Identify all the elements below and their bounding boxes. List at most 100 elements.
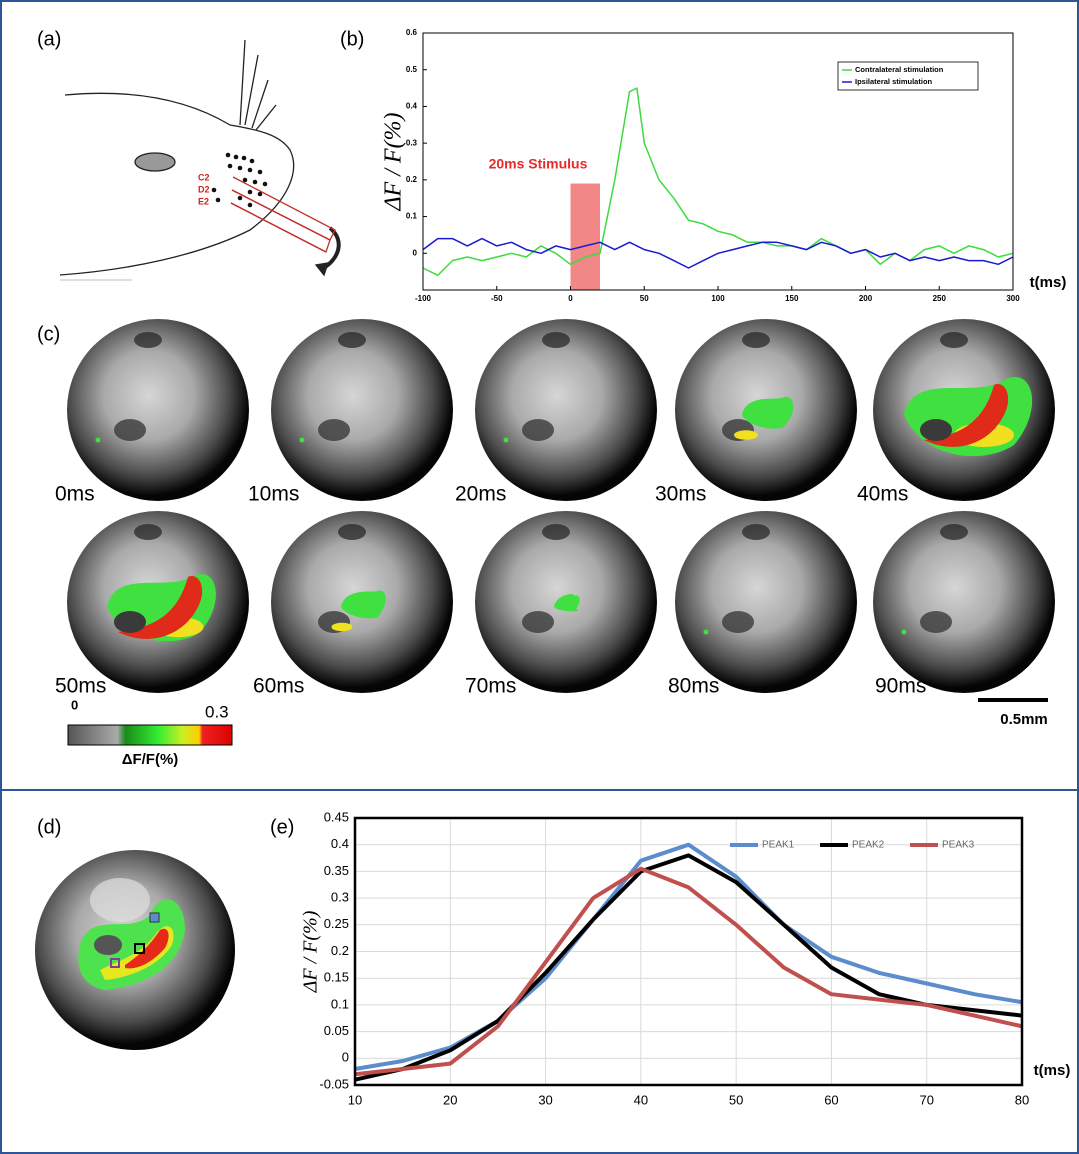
x-tick-label: 200: [859, 294, 873, 303]
dark-spot: [522, 611, 554, 633]
legend-label: PEAK2: [852, 840, 885, 851]
x-tick-label: 0: [568, 294, 573, 303]
x-tick-label: 70: [919, 1092, 933, 1107]
stimulus-box: [570, 183, 600, 290]
y-tick-label: 0.05: [324, 1023, 349, 1038]
frame-label: 30ms: [655, 483, 706, 506]
x-tick-label: 80: [1015, 1092, 1029, 1107]
frame-label: 50ms: [55, 675, 106, 698]
activity-speck: [299, 437, 305, 443]
frame-label: 90ms: [875, 675, 926, 698]
activity-speck: [703, 629, 709, 635]
dark-spot: [542, 524, 570, 540]
dark-spot: [542, 332, 570, 348]
frame-label: 10ms: [248, 483, 299, 506]
legend-label: PEAK3: [942, 840, 975, 851]
plot-frame: [353, 816, 1024, 1087]
plot-frame: [422, 32, 1014, 291]
y-tick-label: 0.3: [406, 138, 418, 147]
activity-speck: [95, 437, 101, 443]
imaging-disc: [475, 319, 657, 501]
y-tick-label: 0.1: [331, 996, 349, 1011]
x-tick-label: 40: [634, 1092, 648, 1107]
y-tick-label: 0.45: [324, 809, 349, 824]
whisker-label: C2: [198, 172, 210, 182]
activity-red: [924, 384, 1009, 447]
x-tick-label: 100: [711, 294, 725, 303]
dark-spot: [522, 419, 554, 441]
colorbar-label: ΔF/F(%): [122, 751, 179, 768]
x-tick-label: 10: [348, 1092, 362, 1107]
x-tick-label: 20: [443, 1092, 457, 1107]
activity-speck: [503, 437, 509, 443]
frame-label: 60ms: [253, 675, 304, 698]
x-tick-label: 50: [640, 294, 649, 303]
x-tick-label: 60: [824, 1092, 838, 1107]
panel-label: (a): [37, 28, 61, 50]
frame-label: 20ms: [455, 483, 506, 506]
x-tick-label: 150: [785, 294, 799, 303]
x-tick-label: 30: [538, 1092, 552, 1107]
dark-spot: [338, 524, 366, 540]
dark-spot: [114, 611, 146, 633]
panel-label: (c): [37, 323, 60, 345]
y-tick-label: 0.6: [406, 28, 418, 37]
y-tick-label: 0.2: [331, 943, 349, 958]
frame-label: 0ms: [55, 483, 95, 506]
dark-spot: [920, 419, 952, 441]
x-tick-label: 250: [933, 294, 947, 303]
series-line: [422, 87, 1014, 277]
frames: 0ms 10ms 20ms 30ms 40ms 50ms 60ms 70ms 80ms 90ms: [55, 319, 1055, 698]
activity-green: [554, 594, 580, 612]
x-tick-label: -100: [415, 294, 432, 303]
y-tick-label: 0.3: [331, 890, 349, 905]
frame-label: 40ms: [857, 483, 908, 506]
whisker-label: E2: [198, 196, 209, 206]
panel-label: (e): [270, 816, 294, 838]
y-tick-label: 0.5: [406, 65, 418, 74]
activity-yellow: [734, 430, 758, 440]
y-tick-label: 0.25: [324, 916, 349, 931]
activity-speck: [901, 629, 907, 635]
dark-spot: [722, 611, 754, 633]
colorbar-max: 0.3: [205, 702, 229, 721]
whisker-lines: [230, 176, 336, 253]
y-tick-label: 0: [342, 1050, 349, 1065]
imaging-disc: [873, 511, 1055, 693]
imaging-disc: [271, 319, 453, 501]
dark-spot: [742, 524, 770, 540]
whisker-pad: [211, 152, 268, 208]
activity-green: [742, 396, 794, 429]
panel-label: (b): [340, 28, 364, 50]
dark-spot: [940, 332, 968, 348]
dark-spot: [134, 524, 162, 540]
dark-spot: [742, 332, 770, 348]
panel-label: (d): [37, 816, 61, 838]
y-tick-label: -0.05: [319, 1076, 349, 1091]
series-line: [354, 866, 1023, 1077]
imaging-disc: [67, 319, 249, 501]
frame-label: 80ms: [668, 675, 719, 698]
y-axis-label: ΔF / F(%): [381, 112, 407, 211]
x-axis-label: t(ms): [1030, 274, 1067, 291]
y-tick-label: 0.1: [406, 212, 418, 221]
whisker-label: D2: [198, 184, 210, 194]
imaging-disc: [675, 511, 857, 693]
dark-spot: [940, 524, 968, 540]
x-axis-label: t(ms): [1034, 1062, 1071, 1079]
frame-label: 70ms: [465, 675, 516, 698]
x-tick-label: -50: [491, 294, 503, 303]
y-tick-label: 0.4: [331, 836, 349, 851]
dark-spot: [318, 419, 350, 441]
y-tick-label: 0.2: [406, 175, 418, 184]
legend-label: Contralateral stimulation: [855, 65, 944, 74]
peak-disc: [35, 850, 235, 1050]
activity-red: [118, 576, 203, 639]
y-tick-label: 0.15: [324, 970, 349, 985]
colorbar: [67, 724, 233, 746]
legend-label: PEAK1: [762, 840, 795, 851]
annotation: 20ms Stimulus: [489, 156, 588, 172]
legend-box: [837, 61, 979, 91]
y-tick-label: 0.35: [324, 863, 349, 878]
